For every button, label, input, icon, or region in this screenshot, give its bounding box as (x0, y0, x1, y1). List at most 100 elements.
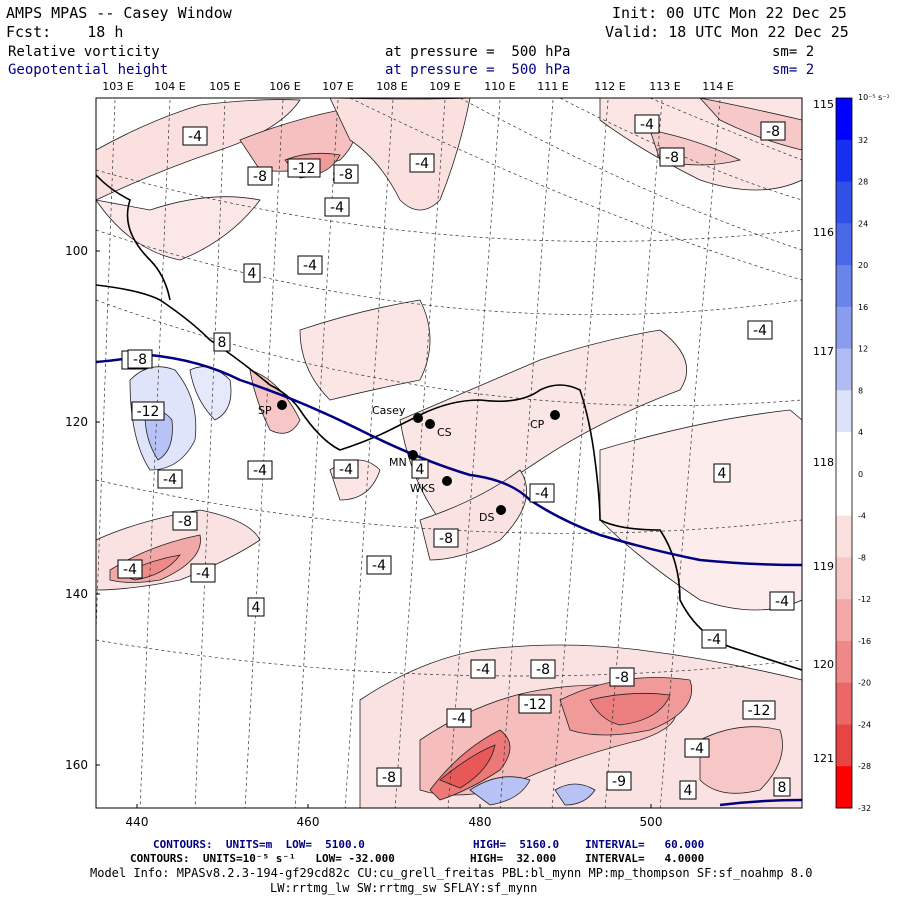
contour-label-box (530, 659, 556, 679)
station-label: SP (258, 404, 272, 417)
contour-label: -12 (293, 161, 316, 177)
station-marker (442, 476, 452, 486)
contour-label-box (433, 528, 459, 548)
colorbar-tick: -8 (858, 553, 866, 562)
x-tick-label: 440 (126, 815, 149, 829)
lon-label: 107 E (322, 80, 353, 93)
lon-label: 112 E (594, 80, 625, 93)
contour-label-box (190, 563, 216, 583)
lon-label: 113 E (649, 80, 680, 93)
contour-label-box (324, 197, 350, 217)
contour-label-box (529, 483, 555, 503)
colorbar: 10⁻⁵ s⁻¹ 32 28 24 20 16 12 8 4 0 -4 -8 -12 -16 -20 -24 -… (835, 93, 890, 813)
colorbar-segment (836, 766, 852, 809)
contour-label: -4 (476, 662, 490, 678)
field2-name: Geopotential height (8, 62, 169, 78)
colorbar-segment (836, 348, 852, 391)
lon-label: 103 E (102, 80, 133, 93)
y-tick-label: 140 (65, 587, 88, 601)
vorticity-contour-info: CONTOURS: UNITS=10⁻⁵ s⁻¹ LOW= -32.000 (130, 852, 395, 865)
contour-label: -4 (415, 156, 429, 172)
colorbar-tick: 32 (858, 136, 868, 145)
colorbar-tick: 28 (858, 178, 868, 187)
forecast-hour: Fcst: 18 h (6, 23, 124, 41)
contour-label-box (243, 263, 261, 283)
contour-label: -8 (133, 352, 147, 368)
contour-label: -8 (178, 514, 192, 530)
lon-label: 111 E (537, 80, 568, 93)
contour-label: -8 (665, 150, 679, 166)
station-marker (277, 400, 287, 410)
contour-label-box (679, 780, 697, 800)
contour-label-box (769, 591, 795, 611)
map-title: AMPS MPAS -- Casey Window (6, 4, 232, 22)
contour-label-box (117, 559, 143, 579)
contour-label: -4 (339, 462, 353, 478)
colorbar-tick: 24 (858, 219, 868, 228)
contour-label: -8 (382, 770, 396, 786)
station-label: CS (437, 426, 452, 439)
colorbar-segment (836, 682, 852, 725)
lon-label: 105 E (209, 80, 240, 93)
colorbar-segment (836, 599, 852, 642)
contour-label: -12 (748, 703, 771, 719)
contour-label-box (742, 700, 776, 720)
field2-smoothing: sm= 2 (772, 62, 815, 78)
height-contour-high: HIGH= 5160.0 (473, 838, 560, 851)
colorbar-segment (836, 515, 852, 558)
vorticity-contour-interval: INTERVAL= 4.0000 (585, 852, 705, 865)
lon-label: 108 E (376, 80, 407, 93)
contour-label: -9 (612, 774, 626, 790)
contour-labels: -4 -4 -8 -8 -12 -8 -4 -4 -4 -8 4 -4 8 -4 -12 -4 4 -4 -4 4 -4… (117, 114, 795, 800)
graticule (96, 98, 802, 808)
contour-label-box (127, 349, 153, 369)
contour-label-box (366, 555, 392, 575)
contour-label: -12 (137, 404, 160, 420)
station-marker (413, 413, 423, 423)
contour-label-box (701, 629, 727, 649)
contour-label: -8 (439, 531, 453, 547)
contour-label: -4 (707, 632, 721, 648)
contour-label-box (684, 738, 710, 758)
contour-label: -4 (253, 463, 267, 479)
y-tick-label: 120 (65, 415, 88, 429)
init-time: Init: 00 UTC Mon 22 Dec 25 (612, 4, 847, 22)
field1-level: at pressure = 500 hPa (385, 44, 571, 60)
station-label: WKS (410, 482, 435, 495)
contour-label-box (182, 126, 208, 146)
lon-labels: 103 E 104 E 105 E 106 E 107 E 108 E 109 E 110 E… (102, 80, 733, 93)
contour-label-box (773, 777, 791, 797)
contour-label: -8 (766, 124, 780, 140)
contour-label-box (333, 164, 359, 184)
station-label: MN (389, 456, 407, 469)
contour-label: -8 (339, 167, 353, 183)
contour-label: 8 (778, 780, 787, 796)
x-axis-ticks: 440 460 480 500 (126, 804, 662, 829)
colorbar-segment (836, 139, 852, 183)
colorbar-segment (836, 557, 852, 600)
contour-label-box (157, 469, 183, 489)
colorbar-segment (836, 640, 852, 684)
field2-level: at pressure = 500 hPa (385, 62, 571, 78)
contour-label-box (446, 708, 472, 728)
contour-label-box (376, 767, 402, 787)
contour-label-box (247, 166, 273, 186)
contour-label: 4 (248, 266, 257, 282)
geopotential-height-contour (96, 353, 802, 567)
station-label: Casey (372, 404, 406, 417)
colorbar-tick: -32 (858, 804, 871, 813)
contour-label: -4 (775, 594, 789, 610)
station-label: CP (530, 418, 545, 431)
contour-label: -4 (188, 129, 202, 145)
lon-label: 106 E (269, 80, 300, 93)
colorbar-frame (835, 97, 853, 809)
colorbar-segment (836, 306, 852, 350)
plot-frame (95, 97, 803, 809)
contour-label: -4 (690, 741, 704, 757)
contour-label-box (411, 459, 429, 479)
field1-name: Relative vorticity (8, 44, 160, 60)
contour-label: 4 (252, 600, 261, 616)
colorbar-tick: -20 (858, 679, 871, 688)
contour-label-box (518, 694, 552, 714)
